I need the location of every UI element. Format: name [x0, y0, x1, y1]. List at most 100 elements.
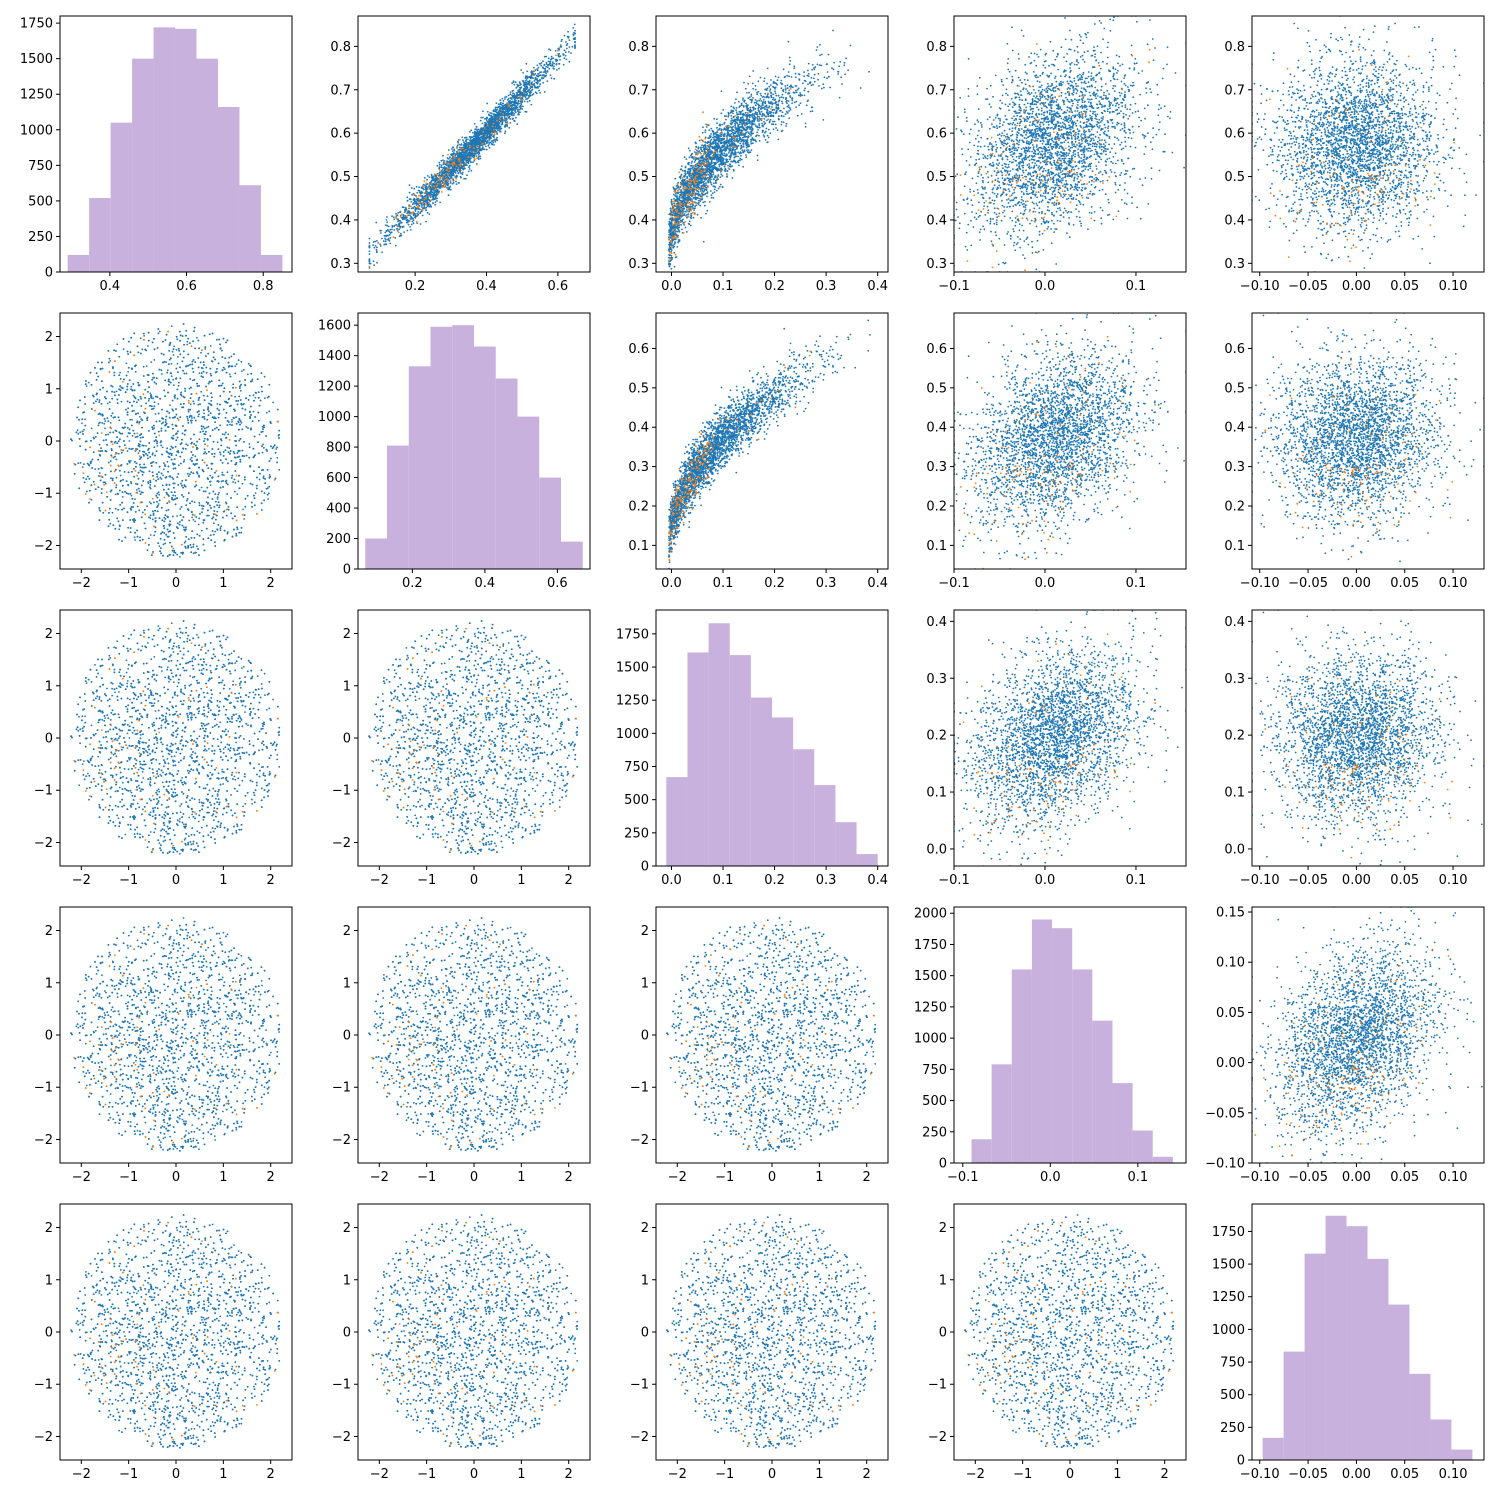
scatter-point: [450, 154, 452, 156]
scatter-point-highlight: [452, 179, 454, 181]
scatter-point: [788, 110, 790, 112]
scatter-point: [788, 71, 790, 73]
scatter-point: [450, 189, 452, 191]
scatter-point: [454, 167, 456, 169]
scatter-point-highlight: [422, 209, 424, 211]
scatter-point: [757, 129, 759, 131]
scatter-point: [399, 235, 401, 237]
scatter-point: [409, 226, 411, 228]
scatter-point: [727, 165, 729, 167]
scatter-point: [497, 126, 499, 128]
scatter-point-highlight: [451, 159, 453, 161]
scatter-point: [386, 230, 388, 232]
scatter-point: [376, 262, 378, 264]
scatter-point: [742, 166, 744, 168]
scatter-point: [566, 48, 568, 50]
scatter-point-highlight: [493, 123, 495, 125]
scatter-point: [680, 224, 682, 226]
scatter-point: [786, 123, 788, 125]
scatter-point: [460, 159, 462, 161]
scatter-point: [544, 75, 546, 77]
scatter-point-highlight: [482, 143, 484, 145]
scatter-point: [493, 109, 495, 111]
scatter-point: [733, 157, 735, 159]
scatter-point: [482, 138, 484, 140]
scatter-point: [800, 102, 802, 104]
scatter-point: [806, 105, 808, 107]
scatter-point: [534, 80, 536, 82]
scatter-point-highlight: [398, 232, 400, 234]
scatter-point: [466, 174, 468, 176]
scatter-point-highlight: [500, 109, 502, 111]
scatter-point: [740, 145, 742, 147]
scatter-point: [491, 112, 493, 114]
scatter-point: [418, 186, 420, 188]
scatter-point: [542, 60, 544, 62]
scatter-point-highlight: [482, 131, 484, 133]
scatter-point: [680, 186, 682, 188]
scatter-point-highlight: [440, 171, 442, 173]
scatter-point: [788, 75, 790, 77]
scatter-point-highlight: [465, 162, 467, 164]
scatter-point: [504, 132, 506, 134]
scatter-point: [384, 243, 386, 245]
scatter-point: [386, 225, 388, 227]
scatter-point: [530, 71, 532, 73]
scatter-point-highlight: [422, 202, 424, 204]
scatter-point: [450, 182, 452, 184]
scatter-point: [556, 69, 558, 71]
scatter-point: [507, 115, 509, 117]
scatter-point: [756, 93, 758, 95]
scatter-point: [680, 178, 682, 180]
scatter-point: [502, 105, 504, 107]
scatter-point-highlight: [496, 120, 498, 122]
scatter-point: [722, 175, 724, 177]
scatter-point: [563, 57, 565, 59]
scatter-point: [697, 214, 699, 216]
scatter-point: [449, 186, 451, 188]
panel-r0-c1-ytick-label: 0.6: [330, 127, 351, 142]
scatter-point: [389, 229, 391, 231]
scatter-point: [760, 77, 762, 79]
panel-r0-c0-xtick-label: 0.8: [253, 279, 274, 294]
scatter-point: [669, 266, 671, 268]
scatter-point: [523, 89, 525, 91]
scatter-point: [442, 155, 444, 157]
scatter-point: [466, 150, 468, 152]
scatter-point: [741, 159, 743, 161]
scatter-point: [775, 76, 777, 78]
scatter-point: [466, 153, 468, 155]
scatter-point: [788, 41, 790, 43]
scatter-point: [468, 170, 470, 172]
scatter-point: [476, 133, 478, 135]
scatter-point: [745, 133, 747, 135]
scatter-point-highlight: [523, 92, 525, 94]
scatter-point: [522, 81, 524, 83]
scatter-point: [434, 181, 436, 183]
scatter-point: [376, 251, 378, 253]
scatter-point: [467, 155, 469, 157]
scatter-point: [522, 72, 524, 74]
scatter-point: [493, 135, 495, 137]
histogram-bar: [154, 27, 175, 272]
scatter-point-highlight: [499, 118, 501, 120]
scatter-point: [759, 112, 761, 114]
scatter-point: [535, 86, 537, 88]
scatter-point: [525, 92, 527, 94]
scatter-point: [438, 191, 440, 193]
scatter-point: [488, 145, 490, 147]
scatter-point: [410, 201, 412, 203]
scatter-point: [695, 166, 697, 168]
scatter-point: [512, 118, 514, 120]
scatter-point-highlight: [418, 201, 420, 203]
scatter-point: [752, 83, 754, 85]
scatter-point: [413, 215, 415, 217]
scatter-point: [739, 113, 741, 115]
scatter-point-highlight: [434, 173, 436, 175]
scatter-point: [760, 93, 762, 95]
scatter-point-highlight: [411, 213, 413, 215]
scatter-point: [525, 75, 527, 77]
scatter-point: [431, 189, 433, 191]
scatter-point: [523, 84, 525, 86]
scatter-point: [741, 147, 743, 149]
